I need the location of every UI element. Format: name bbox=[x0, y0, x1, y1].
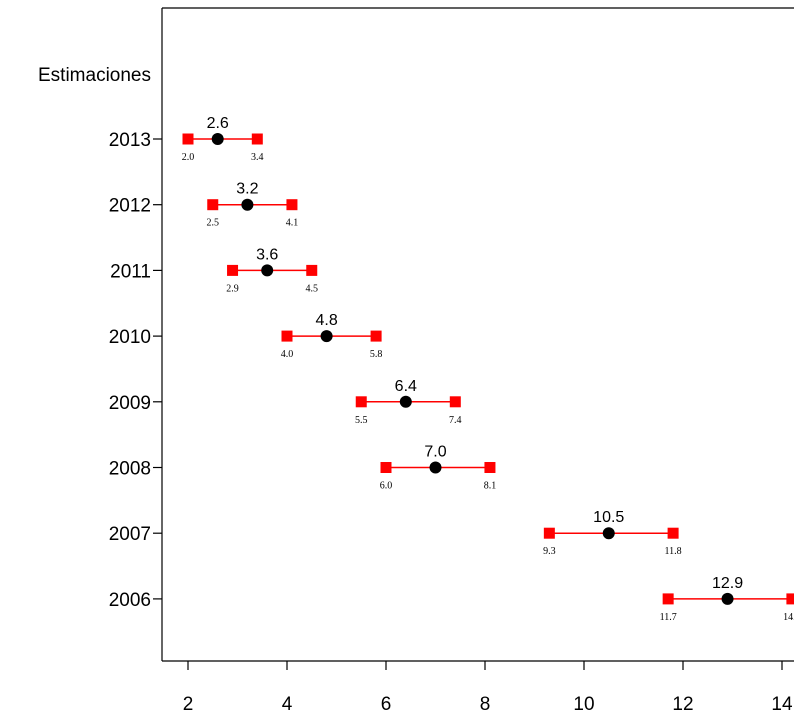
header-label: Estimaciones bbox=[38, 65, 151, 86]
estimate-label: 4.8 bbox=[315, 312, 337, 329]
lower-bound-label: 2.0 bbox=[182, 152, 195, 163]
x-tick-label: 6 bbox=[381, 694, 392, 715]
upper-bound-label: 7.4 bbox=[449, 415, 462, 426]
upper-bound-marker bbox=[371, 331, 382, 342]
lower-bound-marker bbox=[381, 462, 392, 473]
upper-bound-marker bbox=[484, 462, 495, 473]
upper-bound-label: 11.8 bbox=[665, 546, 682, 557]
estimate-label: 6.4 bbox=[395, 378, 417, 395]
category-label: 2009 bbox=[109, 393, 151, 414]
estimate-point bbox=[212, 133, 224, 145]
estimate-label: 12.9 bbox=[712, 575, 743, 592]
interval-row: 2010 4.8 4.0 5.8 bbox=[109, 312, 383, 360]
estimate-point bbox=[321, 330, 333, 342]
x-axis-ticks: 2 4 6 8 10 12 14 bbox=[183, 661, 793, 715]
upper-bound-marker bbox=[668, 528, 679, 539]
estimate-point bbox=[722, 593, 734, 605]
interval-row: 2008 7.0 6.0 8.1 bbox=[109, 444, 496, 492]
estimate-label: 3.6 bbox=[256, 246, 278, 263]
lower-bound-marker bbox=[207, 199, 218, 210]
category-label: 2013 bbox=[109, 130, 151, 151]
upper-bound-marker bbox=[786, 593, 794, 604]
estimate-point bbox=[430, 462, 442, 474]
estimate-point bbox=[261, 264, 273, 276]
lower-bound-label: 9.3 bbox=[543, 546, 556, 557]
x-tick-label: 2 bbox=[183, 694, 194, 715]
upper-bound-label: 4.5 bbox=[306, 283, 319, 294]
category-label: 2007 bbox=[109, 524, 151, 545]
lower-bound-marker bbox=[356, 396, 367, 407]
upper-bound-marker bbox=[306, 265, 317, 276]
lower-bound-label: 11.7 bbox=[660, 612, 677, 623]
x-tick-label: 14 bbox=[771, 694, 793, 715]
category-label: 2010 bbox=[109, 327, 151, 348]
estimate-point bbox=[241, 199, 253, 211]
interval-row: 2012 3.2 2.5 4.1 bbox=[109, 181, 298, 229]
upper-bound-marker bbox=[252, 134, 263, 145]
interval-row: 2011 3.6 2.9 4.5 bbox=[110, 246, 318, 294]
lower-bound-marker bbox=[282, 331, 293, 342]
estimate-label: 10.5 bbox=[593, 509, 624, 526]
lower-bound-label: 2.5 bbox=[207, 218, 220, 229]
interval-row: 2006 12.9 11.7 14.2 bbox=[109, 575, 794, 623]
estimate-label: 7.0 bbox=[424, 444, 446, 461]
x-tick-label: 4 bbox=[282, 694, 293, 715]
lower-bound-marker bbox=[183, 134, 194, 145]
x-tick-label: 10 bbox=[573, 694, 594, 715]
lower-bound-label: 6.0 bbox=[380, 481, 393, 492]
estimate-label: 3.2 bbox=[236, 181, 258, 198]
upper-bound-label: 4.1 bbox=[286, 218, 299, 229]
category-label: 2006 bbox=[109, 590, 151, 611]
upper-bound-marker bbox=[286, 199, 297, 210]
upper-bound-label: 8.1 bbox=[484, 481, 497, 492]
category-label: 2008 bbox=[109, 459, 151, 480]
estimate-label: 2.6 bbox=[207, 115, 229, 132]
plot-frame bbox=[162, 8, 794, 661]
lower-bound-label: 5.5 bbox=[355, 415, 368, 426]
category-label: 2012 bbox=[109, 196, 151, 217]
category-label: 2011 bbox=[110, 261, 151, 282]
lower-bound-marker bbox=[663, 593, 674, 604]
upper-bound-label: 14.2 bbox=[783, 612, 794, 623]
upper-bound-label: 5.8 bbox=[370, 349, 383, 360]
lower-bound-marker bbox=[227, 265, 238, 276]
x-tick-label: 12 bbox=[672, 694, 693, 715]
estimate-point bbox=[400, 396, 412, 408]
lower-bound-marker bbox=[544, 528, 555, 539]
estimate-point bbox=[603, 527, 615, 539]
upper-bound-label: 3.4 bbox=[251, 152, 264, 163]
interval-row: 2013 2.6 2.0 3.4 bbox=[109, 115, 264, 163]
lower-bound-label: 4.0 bbox=[281, 349, 294, 360]
x-tick-label: 8 bbox=[480, 694, 491, 715]
interval-row: 2007 10.5 9.3 11.8 bbox=[109, 509, 682, 557]
lower-bound-label: 2.9 bbox=[226, 283, 239, 294]
upper-bound-marker bbox=[450, 396, 461, 407]
